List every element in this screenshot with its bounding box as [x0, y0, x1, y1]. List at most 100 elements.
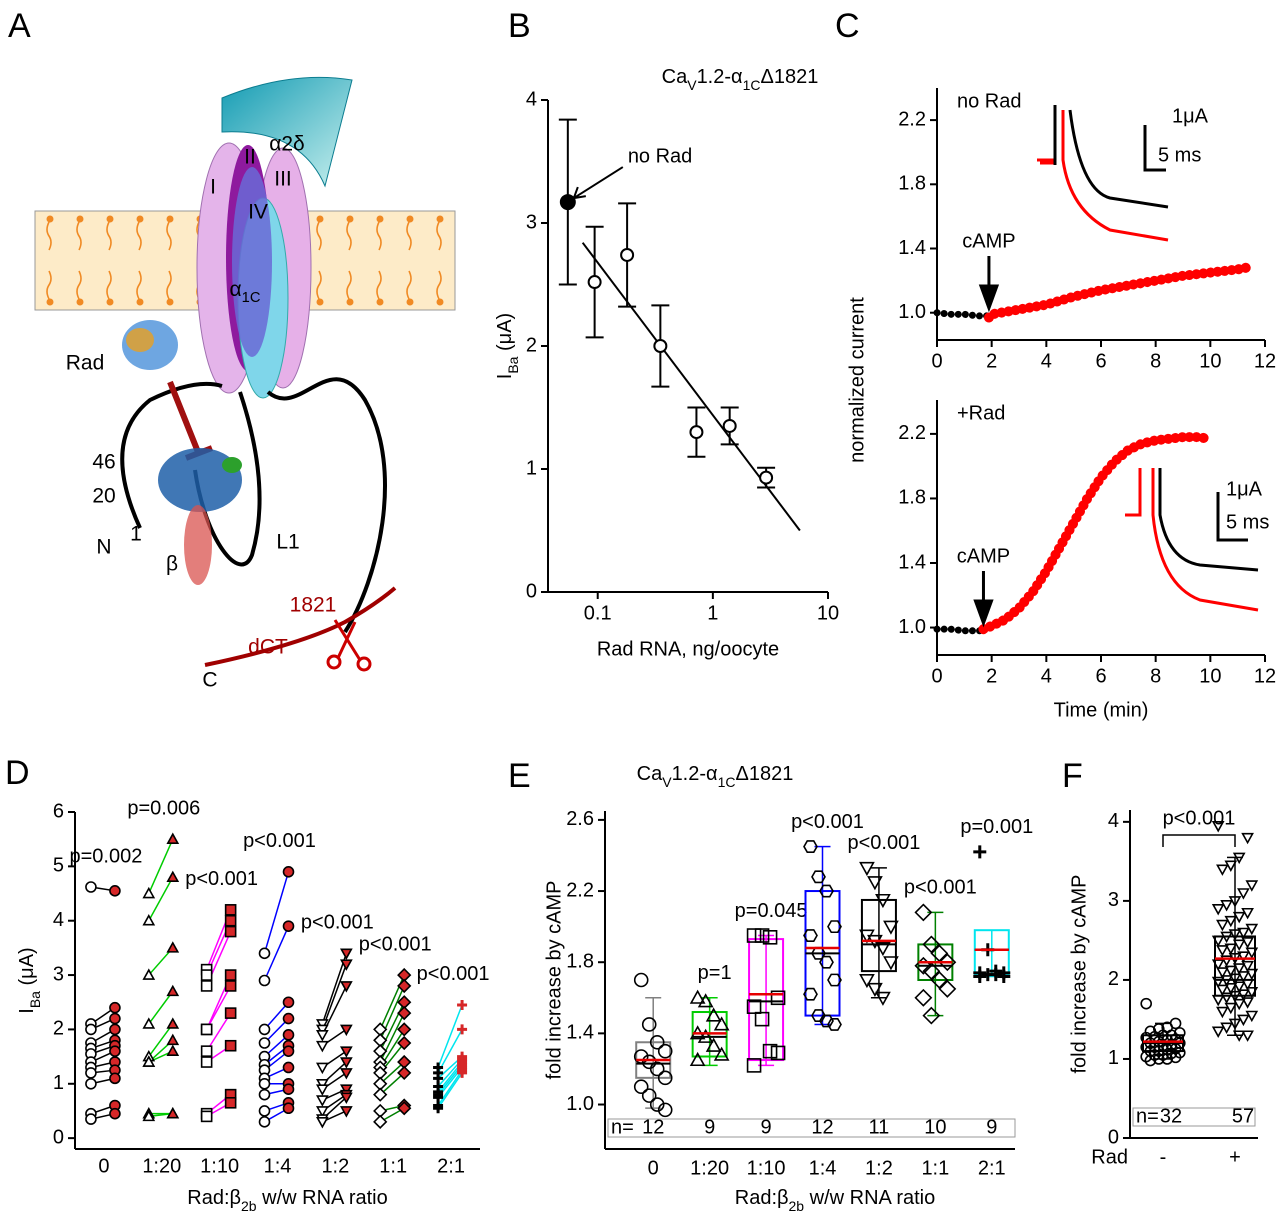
after-point — [109, 1045, 121, 1057]
data-point — [922, 1006, 941, 1025]
text-part: (μA) — [16, 947, 38, 991]
data-point — [1232, 939, 1246, 952]
data-point — [1237, 927, 1250, 940]
text-part: 1C — [242, 290, 261, 306]
data-point — [1153, 1053, 1165, 1065]
y-axis-label: IBa (μA) — [16, 947, 42, 1013]
data-point — [859, 861, 875, 877]
text-part: Ca — [637, 763, 663, 785]
x-tick-label: 0 — [648, 1157, 659, 1179]
data-point — [973, 969, 987, 983]
data-point — [1228, 896, 1242, 908]
before-point — [85, 1077, 97, 1090]
panel-label: D — [5, 754, 30, 792]
scissors-handle — [356, 656, 372, 672]
after-point — [224, 980, 237, 992]
data-point — [762, 930, 778, 945]
after-point — [224, 925, 237, 938]
data-point — [997, 969, 1011, 983]
x-tick-label: 10 — [817, 602, 839, 624]
y-tick-label: 2.2 — [898, 422, 926, 444]
beta-part — [222, 457, 242, 473]
after-point — [224, 1007, 237, 1019]
x-tick-label: 10 — [1199, 665, 1221, 687]
y-tick-label: 0 — [1108, 1126, 1119, 1148]
y-tick-label: 4 — [1108, 810, 1119, 832]
data-point — [1224, 983, 1238, 995]
data-point — [705, 1037, 722, 1052]
text-part: 1.2-α — [672, 763, 718, 785]
n-row — [607, 1118, 1016, 1138]
after-point — [166, 1017, 180, 1029]
n-value: 12 — [642, 1116, 664, 1138]
n-value: 12 — [811, 1116, 833, 1138]
after-point — [282, 1012, 295, 1025]
x-tick-label: 8 — [1150, 665, 1161, 687]
text-part: 1.2-α — [697, 66, 743, 88]
data-point — [754, 928, 770, 943]
before-point — [85, 1023, 97, 1036]
before-point — [258, 1105, 271, 1117]
annotation: no Rad — [957, 90, 1022, 112]
after-point — [339, 1084, 353, 1096]
data-point — [803, 840, 818, 854]
before-point — [142, 1109, 156, 1122]
after-point — [339, 948, 353, 960]
pair-line — [379, 1072, 405, 1096]
before-point — [315, 1095, 329, 1107]
p-value: p<0.001 — [1163, 807, 1236, 829]
y-tick-label: 4 — [526, 88, 537, 110]
p-value: p<0.001 — [359, 933, 432, 955]
text-part: I — [494, 374, 516, 380]
after-point — [224, 1096, 237, 1109]
data-point — [1224, 965, 1238, 978]
data-point — [914, 903, 933, 922]
data-point — [1232, 911, 1246, 924]
p-value: p<0.001 — [791, 811, 864, 833]
before-point — [315, 1078, 329, 1091]
x-tick-label: 1:20 — [142, 1155, 181, 1177]
y-tick-label: 1 — [53, 1072, 64, 1094]
after-point — [224, 914, 237, 927]
before-point — [258, 1077, 271, 1090]
after-point — [282, 920, 295, 932]
x-tick-label: 8 — [1150, 350, 1161, 372]
y-tick-label: 4 — [53, 909, 64, 931]
x-axis-label: Rad:β2b w/w RNA ratio — [735, 1187, 935, 1213]
data-point — [1211, 935, 1225, 948]
data-point — [1232, 981, 1246, 993]
x-tick-label: 0.1 — [584, 602, 612, 624]
data-point — [1245, 947, 1259, 959]
before-point — [200, 1045, 213, 1057]
data-point — [641, 1088, 657, 1103]
data-point — [875, 991, 891, 1006]
pair-line — [437, 1072, 463, 1109]
before-point — [315, 1019, 329, 1031]
x-tick-label: 1:1 — [921, 1157, 949, 1179]
data-point — [811, 1009, 826, 1023]
data-point — [1211, 994, 1225, 1007]
diagram-label: 46 — [92, 451, 115, 474]
p-value: p=0.001 — [960, 816, 1033, 838]
data-point — [1237, 1014, 1250, 1027]
data-point — [649, 1061, 665, 1077]
data-point — [746, 1058, 762, 1073]
before-point — [315, 1030, 329, 1042]
n-value: 9 — [761, 1116, 772, 1138]
after-point — [339, 1068, 353, 1080]
scale-label: 1μA — [1172, 105, 1209, 127]
text-part: w/w RNA ratio — [257, 1187, 388, 1209]
after-point — [339, 981, 353, 993]
n-value: 32 — [1160, 1105, 1182, 1127]
data-point — [620, 247, 635, 262]
data-point — [1228, 990, 1242, 1003]
after-point — [397, 1101, 412, 1116]
text-part: V — [687, 77, 697, 93]
data-point — [1169, 1051, 1182, 1064]
text-part: I — [16, 1008, 38, 1014]
inset-trace — [1125, 468, 1259, 612]
data-point — [1245, 986, 1259, 999]
trace — [933, 309, 993, 320]
data-point — [770, 990, 786, 1006]
panel-label: A — [8, 7, 31, 45]
